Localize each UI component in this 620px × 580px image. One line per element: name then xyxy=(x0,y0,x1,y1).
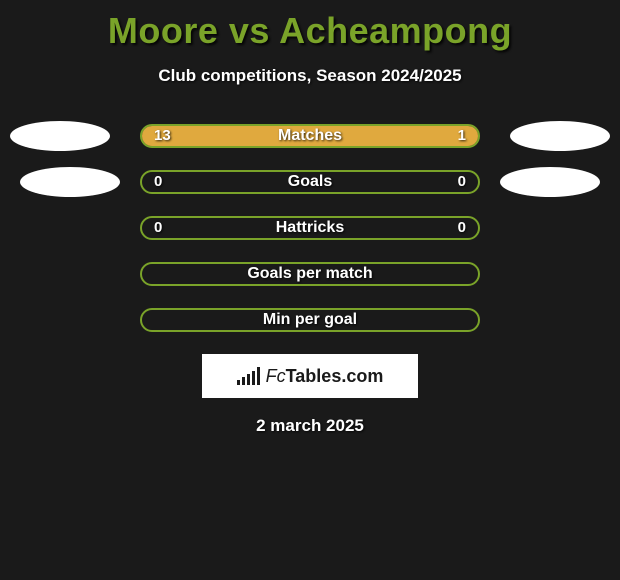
stat-label: Min per goal xyxy=(142,310,478,330)
page-title: Moore vs Acheampong xyxy=(0,0,620,52)
fctables-logo[interactable]: FcTables.com xyxy=(202,354,418,398)
stat-right-value: 0 xyxy=(458,172,466,192)
stat-label: Hattricks xyxy=(142,218,478,238)
stat-label: Goals xyxy=(142,172,478,192)
stat-right-value: 1 xyxy=(458,126,466,146)
date-text: 2 march 2025 xyxy=(0,416,620,436)
stat-row: Min per goal xyxy=(0,308,620,332)
stat-label: Matches xyxy=(142,126,478,146)
stat-label: Goals per match xyxy=(142,264,478,284)
stat-bar: 0 Goals 0 xyxy=(140,170,480,194)
stat-rows: 13 Matches 1 0 Goals 0 0 Hattricks 0 G xyxy=(0,124,620,332)
player-left-avatar-icon xyxy=(10,121,110,151)
logo-bars-icon xyxy=(237,367,260,385)
stat-row: Goals per match xyxy=(0,262,620,286)
stat-right-value: 0 xyxy=(458,218,466,238)
stat-row: 13 Matches 1 xyxy=(0,124,620,148)
logo-text-italic: Fc xyxy=(266,366,286,386)
stat-bar: Goals per match xyxy=(140,262,480,286)
player-left-avatar-icon xyxy=(20,167,120,197)
stat-bar: 13 Matches 1 xyxy=(140,124,480,148)
player-right-avatar-icon xyxy=(500,167,600,197)
page-subtitle: Club competitions, Season 2024/2025 xyxy=(0,66,620,86)
player-right-avatar-icon xyxy=(510,121,610,151)
stat-row: 0 Hattricks 0 xyxy=(0,216,620,240)
logo-text-bold: Tables.com xyxy=(286,366,384,386)
stat-bar: 0 Hattricks 0 xyxy=(140,216,480,240)
stat-row: 0 Goals 0 xyxy=(0,170,620,194)
logo-text: FcTables.com xyxy=(266,366,384,387)
stat-bar: Min per goal xyxy=(140,308,480,332)
